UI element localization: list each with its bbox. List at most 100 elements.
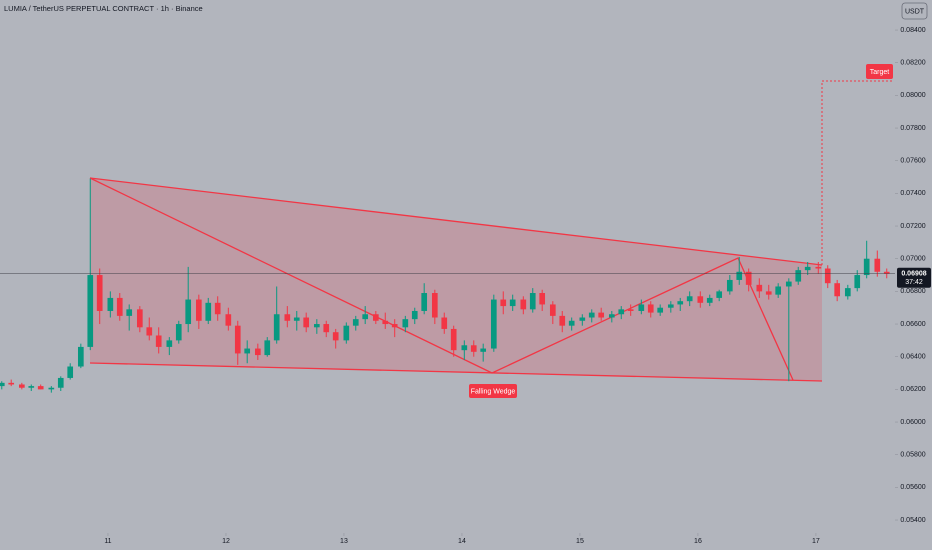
candle-body	[67, 366, 74, 378]
candle-body	[667, 304, 674, 308]
annotation-box	[469, 384, 517, 398]
candle-body	[87, 275, 94, 347]
candle-body	[480, 348, 487, 352]
candle-body	[874, 258, 881, 272]
candle-body	[284, 314, 291, 321]
candle-body	[824, 268, 831, 284]
candle-body	[795, 270, 802, 282]
candle-body	[234, 325, 241, 354]
candle-body	[293, 317, 300, 321]
candle-body	[765, 291, 772, 295]
candle-body	[549, 304, 556, 316]
countdown-label: 37:42	[905, 279, 923, 286]
candle-body	[57, 377, 64, 388]
candle-body	[775, 286, 782, 295]
candle-body	[214, 302, 221, 315]
candle-body	[785, 281, 792, 287]
y-tick-label: 0.07800	[900, 125, 925, 132]
y-tick-label: 0.06200	[900, 386, 925, 393]
candle-body	[647, 304, 654, 313]
candle-body	[756, 284, 763, 292]
annotation-label: Target	[870, 69, 890, 76]
x-tick-label: 11	[104, 538, 111, 545]
candle-body	[697, 296, 704, 303]
candle-body	[136, 309, 143, 328]
candle-body	[598, 312, 605, 318]
candle-body	[254, 348, 261, 356]
candle-body	[18, 384, 25, 388]
candle-body	[863, 258, 870, 276]
candle-body	[588, 312, 595, 318]
candle-body	[529, 293, 536, 310]
y-tick-label: 0.05400	[900, 517, 925, 524]
candle-body	[539, 293, 546, 305]
candle-body	[244, 348, 251, 354]
candle-body	[736, 271, 743, 280]
candle-body	[185, 299, 192, 325]
y-tick-label: 0.07400	[900, 190, 925, 197]
candle-body	[815, 266, 822, 269]
candle-body	[854, 275, 861, 289]
candle-body	[834, 283, 841, 297]
y-tick-label: 0.08400	[900, 27, 925, 34]
y-tick-label: 0.07600	[900, 158, 925, 165]
candles	[0, 178, 890, 393]
candle-body	[303, 317, 310, 328]
candle-body	[323, 324, 330, 333]
x-tick-label: 14	[458, 538, 466, 545]
last-price-label: 0.06908	[901, 271, 926, 278]
candle-body	[568, 320, 575, 326]
candle-body	[126, 309, 133, 316]
candle-body	[107, 297, 114, 311]
candle-body	[431, 293, 438, 318]
candle-body	[362, 314, 369, 320]
candle-body	[37, 386, 44, 390]
candle-body	[804, 266, 811, 271]
y-tick-label: 0.07000	[900, 256, 925, 263]
candle-body	[627, 309, 634, 311]
candle-body	[509, 299, 516, 307]
candle-body	[116, 297, 123, 316]
y-tick-label: 0.05600	[900, 484, 925, 491]
y-tick-label: 0.06800	[900, 288, 925, 295]
last-price-box	[897, 267, 931, 288]
candle-body	[155, 335, 162, 347]
y-tick-label: 0.06400	[900, 354, 925, 361]
candle-body	[500, 299, 507, 307]
candle-body	[166, 340, 173, 347]
candle-body	[441, 317, 448, 329]
wedge-lower-line	[89, 362, 823, 382]
candle-body	[677, 301, 684, 305]
y-tick-label: 0.05800	[900, 452, 925, 459]
x-tick-label: 15	[576, 538, 584, 545]
candle-body	[883, 271, 890, 274]
candle-body	[0, 382, 5, 387]
annotation-box	[866, 64, 893, 79]
wedge-zigzag	[89, 177, 794, 381]
candle-body	[618, 309, 625, 315]
pattern-drawing	[89, 80, 893, 382]
candle-body	[48, 387, 55, 390]
candle-body	[402, 319, 409, 328]
y-tick-label: 0.06000	[900, 419, 925, 426]
candle-body	[77, 346, 84, 367]
candle-body	[391, 324, 398, 328]
y-tick-label: 0.07200	[900, 223, 925, 230]
candle-body	[8, 382, 15, 385]
candle-body	[273, 314, 280, 341]
candle-body	[726, 279, 733, 292]
candle-body	[411, 310, 418, 320]
candle-body	[657, 307, 664, 313]
annotation-label: Falling Wedge	[471, 388, 516, 395]
candle-body	[461, 345, 468, 351]
x-tick-label: 16	[694, 538, 702, 545]
currency-button[interactable]	[901, 2, 928, 20]
candle-body	[579, 317, 586, 321]
candle-body	[686, 296, 693, 302]
candle-body	[559, 315, 566, 326]
currency-label: USDT	[905, 8, 925, 15]
x-tick-label: 12	[222, 538, 230, 545]
x-tick-label: 13	[340, 538, 348, 545]
